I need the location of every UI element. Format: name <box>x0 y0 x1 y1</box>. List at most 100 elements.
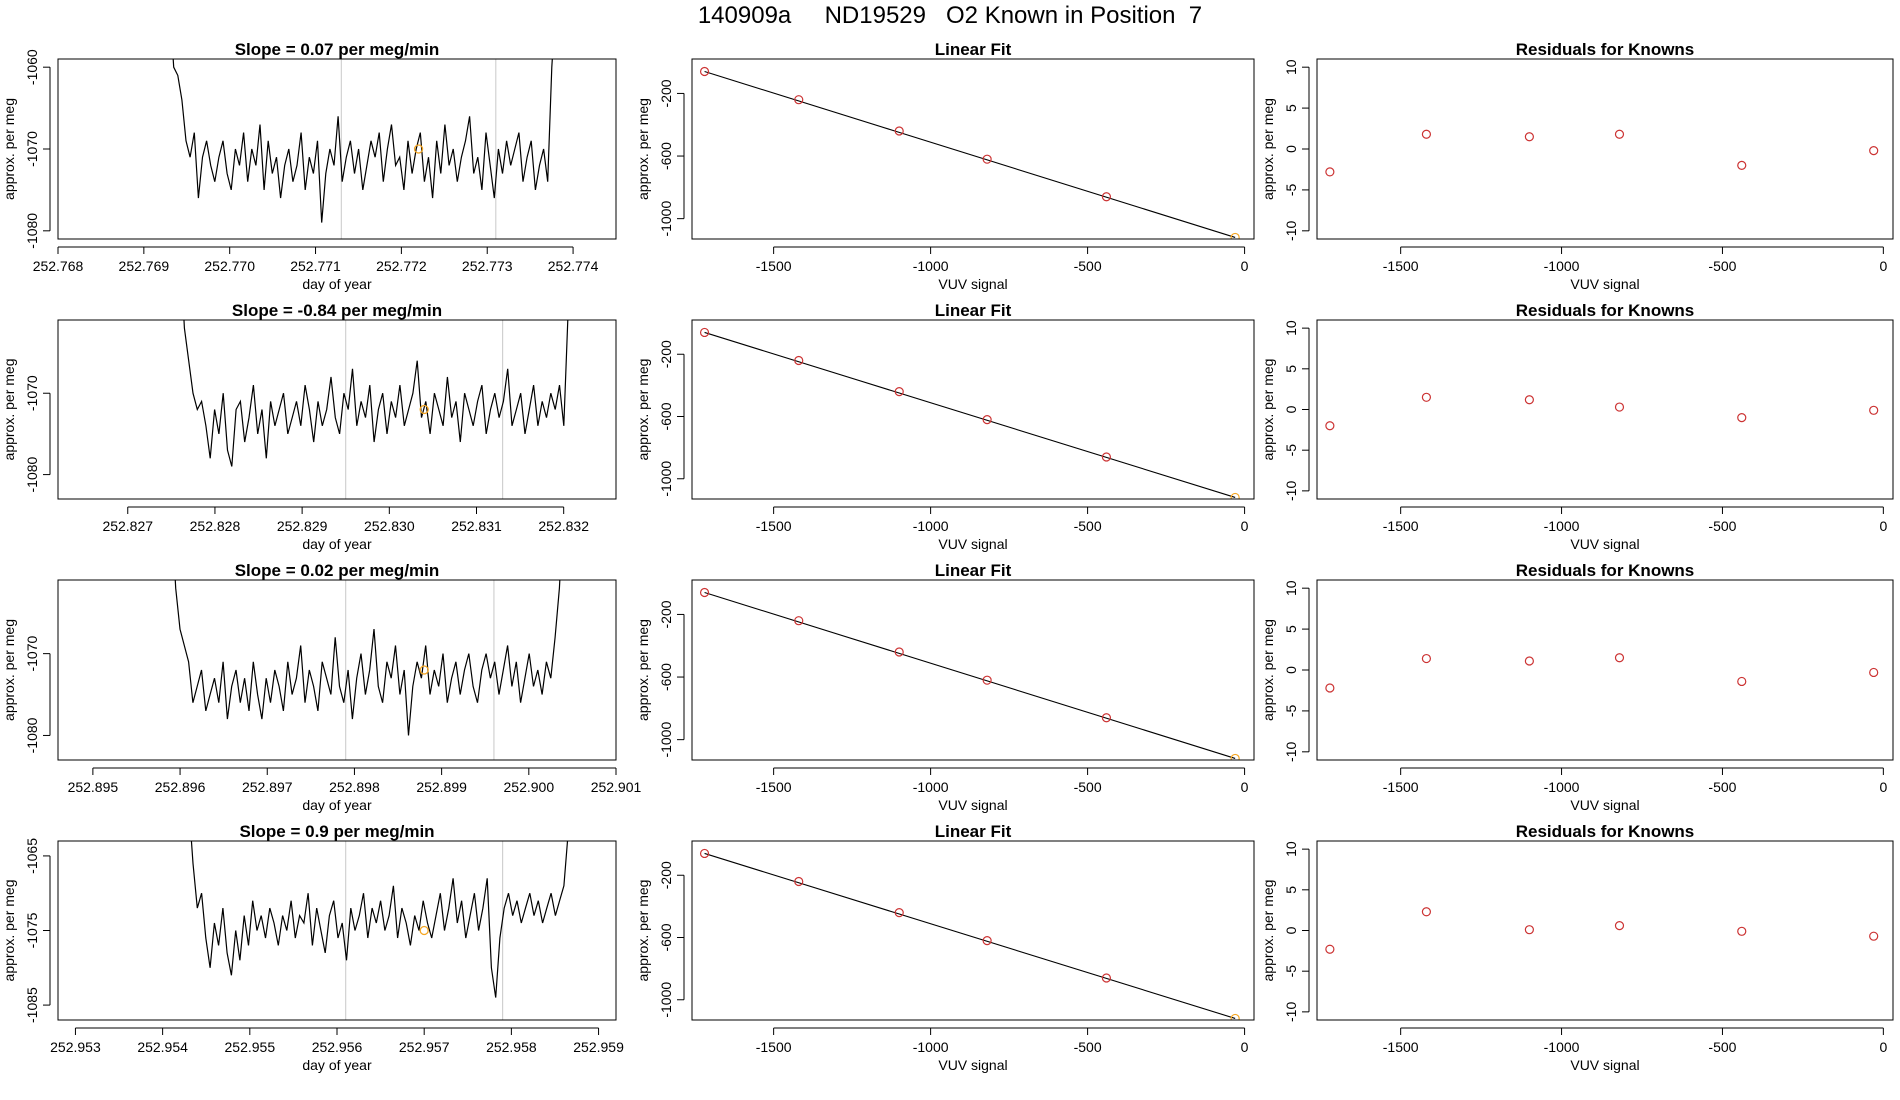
x-tick-label: 252.827 <box>102 518 153 534</box>
data-point <box>794 95 804 105</box>
data-point <box>1737 413 1747 423</box>
x-axis-label: VUV signal <box>938 536 1007 552</box>
time-series-2: 252.827 252.828 252.829 252.830 252.831 252.8… <box>1 301 617 552</box>
y-tick-label: -1085 <box>24 987 40 1023</box>
data-point <box>1230 232 1240 239</box>
panel-title: Linear Fit <box>935 301 1012 320</box>
data-point <box>1614 129 1625 139</box>
x-tick-label: 252.828 <box>190 518 241 534</box>
series-line <box>190 841 569 998</box>
data-point <box>1737 676 1747 687</box>
x-tick-label: 252.954 <box>137 1039 188 1055</box>
y-tick-label: 0 <box>1283 145 1299 153</box>
y-axis-label: approx. per meg <box>1260 98 1276 200</box>
x-tick-label: -1000 <box>913 779 949 795</box>
series-line <box>183 320 569 467</box>
series-line <box>174 580 561 736</box>
y-tick-label: -200 <box>658 600 674 628</box>
panel-title: Linear Fit <box>935 822 1012 841</box>
x-tick-label: 0 <box>1879 258 1887 274</box>
data-point <box>1230 1013 1240 1020</box>
x-tick-label: 0 <box>1879 518 1887 534</box>
plot-area <box>174 580 561 760</box>
x-tick-label: 252.959 <box>573 1039 624 1055</box>
x-tick-label: -1500 <box>756 1039 792 1055</box>
plot-frame <box>57 579 617 761</box>
data-point <box>1421 653 1432 664</box>
plot-area <box>699 848 1240 1020</box>
x-axis-label: day of year <box>302 536 372 552</box>
data-point <box>982 154 992 164</box>
x-tick-label: 0 <box>1241 518 1249 534</box>
x-tick-label: 252.831 <box>451 518 502 534</box>
x-tick-label: -1000 <box>1544 1039 1580 1055</box>
plot-area <box>699 66 1240 239</box>
linear-fit-2: -1500 -1000 -500 0 VUV signal -1000 -600 -200 ap… <box>635 301 1255 552</box>
data-point <box>699 587 710 598</box>
x-axis-label: VUV signal <box>1570 536 1639 552</box>
panel-title: Linear Fit <box>935 40 1012 59</box>
x-tick-label: -1500 <box>756 779 792 795</box>
data-point <box>794 355 804 366</box>
x-tick-label: 252.772 <box>376 258 427 274</box>
data-point <box>1524 132 1534 142</box>
y-axis-label: approx. per meg <box>635 619 651 721</box>
plot-frame <box>57 319 617 500</box>
fit-line <box>704 331 1236 498</box>
current-marker <box>413 144 424 154</box>
y-axis-label: approx. per meg <box>1 98 17 200</box>
x-tick-label: -1000 <box>913 518 949 534</box>
data-point <box>894 907 904 918</box>
y-tick-label: 10 <box>1283 59 1299 75</box>
x-tick-label: 252.768 <box>33 258 84 274</box>
data-point <box>1421 129 1432 139</box>
plot-frame <box>57 58 617 240</box>
y-tick-label: 5 <box>1283 625 1299 633</box>
plot-frame <box>57 840 617 1021</box>
data-point <box>1325 421 1335 431</box>
fit-line <box>704 591 1236 759</box>
data-point <box>1101 452 1112 462</box>
x-axis-label: VUV signal <box>1570 797 1639 813</box>
plot-area <box>1325 907 1879 954</box>
x-tick-label: -1500 <box>756 518 792 534</box>
plot-frame <box>1316 840 1894 1021</box>
x-tick-label: 252.899 <box>416 779 467 795</box>
y-tick-label: 5 <box>1283 365 1299 373</box>
plot-frame <box>1316 319 1894 500</box>
data-point <box>1230 492 1240 499</box>
current-marker <box>419 665 429 675</box>
x-tick-label: 0 <box>1879 1039 1887 1055</box>
x-tick-label: 252.770 <box>204 258 255 274</box>
panel-title: Slope = 0.02 per meg/min <box>235 561 440 580</box>
x-tick-label: 252.897 <box>242 779 293 795</box>
data-point <box>1614 653 1625 663</box>
panel-title: Slope = -0.84 per meg/min <box>232 301 442 320</box>
y-axis-label: approx. per meg <box>1 880 17 982</box>
x-tick-label: -500 <box>1074 518 1102 534</box>
data-point <box>1869 146 1879 156</box>
x-tick-label: 252.830 <box>364 518 415 534</box>
x-tick-label: 252.900 <box>504 779 555 795</box>
data-point <box>1524 925 1534 935</box>
x-tick-label: -500 <box>1074 779 1102 795</box>
y-tick-label: 5 <box>1283 886 1299 894</box>
y-tick-label: 0 <box>1283 405 1299 413</box>
x-tick-label: -1500 <box>1383 779 1419 795</box>
y-axis-label: approx. per meg <box>1260 359 1276 461</box>
data-point <box>1101 973 1112 983</box>
data-point <box>1737 926 1747 936</box>
x-tick-label: -500 <box>1708 779 1736 795</box>
data-point <box>982 675 992 685</box>
x-tick-label: -500 <box>1708 258 1736 274</box>
data-point <box>894 647 904 657</box>
x-axis-label: VUV signal <box>938 276 1007 292</box>
x-tick-label: 252.955 <box>225 1039 276 1055</box>
x-axis-label: VUV signal <box>938 1057 1007 1073</box>
x-tick-label: -1500 <box>1383 1039 1419 1055</box>
data-point <box>1869 931 1879 941</box>
data-point <box>1524 395 1534 405</box>
data-point <box>794 616 804 626</box>
data-point <box>699 327 710 338</box>
y-tick-label: -1070 <box>24 131 40 167</box>
